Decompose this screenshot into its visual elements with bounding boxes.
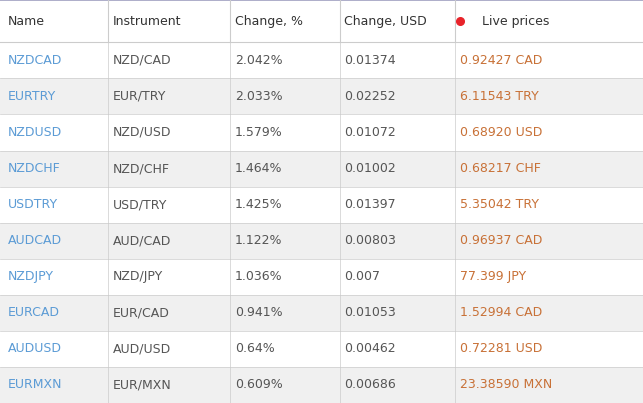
Text: 77.399 JPY: 77.399 JPY: [460, 270, 526, 283]
Text: EURTRY: EURTRY: [8, 90, 56, 103]
Text: 1.122%: 1.122%: [235, 234, 282, 247]
Text: 1.036%: 1.036%: [235, 270, 282, 283]
Text: 0.01002: 0.01002: [344, 162, 395, 175]
Text: 2.042%: 2.042%: [235, 54, 282, 67]
Text: 0.01397: 0.01397: [344, 198, 395, 211]
Text: 0.01053: 0.01053: [344, 306, 395, 319]
Text: 1.425%: 1.425%: [235, 198, 282, 211]
Text: NZDCHF: NZDCHF: [8, 162, 60, 175]
Text: 0.007: 0.007: [344, 270, 380, 283]
Text: 1.579%: 1.579%: [235, 126, 282, 139]
FancyBboxPatch shape: [0, 331, 643, 367]
Text: 0.00803: 0.00803: [344, 234, 396, 247]
FancyBboxPatch shape: [0, 0, 643, 42]
Text: 6.11543 TRY: 6.11543 TRY: [460, 90, 538, 103]
Text: NZDJPY: NZDJPY: [8, 270, 54, 283]
Text: 0.68217 CHF: 0.68217 CHF: [460, 162, 541, 175]
Text: 0.01374: 0.01374: [344, 54, 395, 67]
Text: Change, %: Change, %: [235, 15, 303, 28]
Text: 0.64%: 0.64%: [235, 343, 275, 355]
Text: 0.02252: 0.02252: [344, 90, 395, 103]
Text: 5.35042 TRY: 5.35042 TRY: [460, 198, 539, 211]
Text: 0.609%: 0.609%: [235, 378, 282, 391]
Text: NZDUSD: NZDUSD: [8, 126, 62, 139]
Text: Change, USD: Change, USD: [344, 15, 427, 28]
FancyBboxPatch shape: [0, 222, 643, 259]
Text: 0.00462: 0.00462: [344, 343, 395, 355]
Text: NZDCAD: NZDCAD: [8, 54, 62, 67]
Text: NZD/USD: NZD/USD: [113, 126, 171, 139]
Text: AUDCAD: AUDCAD: [8, 234, 62, 247]
Text: EURCAD: EURCAD: [8, 306, 60, 319]
Text: EUR/TRY: EUR/TRY: [113, 90, 166, 103]
Text: 0.941%: 0.941%: [235, 306, 282, 319]
Text: Live prices: Live prices: [482, 15, 550, 28]
Text: NZD/JPY: NZD/JPY: [113, 270, 163, 283]
Text: 1.464%: 1.464%: [235, 162, 282, 175]
Text: 0.96937 CAD: 0.96937 CAD: [460, 234, 542, 247]
Text: 0.72281 USD: 0.72281 USD: [460, 343, 542, 355]
Text: 1.52994 CAD: 1.52994 CAD: [460, 306, 542, 319]
FancyBboxPatch shape: [0, 114, 643, 151]
Text: 23.38590 MXN: 23.38590 MXN: [460, 378, 552, 391]
Text: EUR/MXN: EUR/MXN: [113, 378, 171, 391]
FancyBboxPatch shape: [0, 367, 643, 403]
Text: 0.00686: 0.00686: [344, 378, 395, 391]
Text: USD/TRY: USD/TRY: [113, 198, 167, 211]
FancyBboxPatch shape: [0, 295, 643, 331]
FancyBboxPatch shape: [0, 79, 643, 114]
Text: EUR/CAD: EUR/CAD: [113, 306, 169, 319]
Text: EURMXN: EURMXN: [8, 378, 62, 391]
Text: AUD/USD: AUD/USD: [113, 343, 171, 355]
FancyBboxPatch shape: [0, 259, 643, 295]
FancyBboxPatch shape: [0, 42, 643, 79]
FancyBboxPatch shape: [0, 150, 643, 187]
FancyBboxPatch shape: [0, 187, 643, 222]
Text: 0.92427 CAD: 0.92427 CAD: [460, 54, 542, 67]
Text: AUDUSD: AUDUSD: [8, 343, 62, 355]
Text: NZD/CAD: NZD/CAD: [113, 54, 171, 67]
Text: NZD/CHF: NZD/CHF: [113, 162, 170, 175]
Text: 0.68920 USD: 0.68920 USD: [460, 126, 542, 139]
Text: 2.033%: 2.033%: [235, 90, 282, 103]
Text: Instrument: Instrument: [113, 15, 181, 28]
Text: USDTRY: USDTRY: [8, 198, 58, 211]
Text: 0.01072: 0.01072: [344, 126, 395, 139]
Text: Name: Name: [8, 15, 45, 28]
Text: AUD/CAD: AUD/CAD: [113, 234, 171, 247]
